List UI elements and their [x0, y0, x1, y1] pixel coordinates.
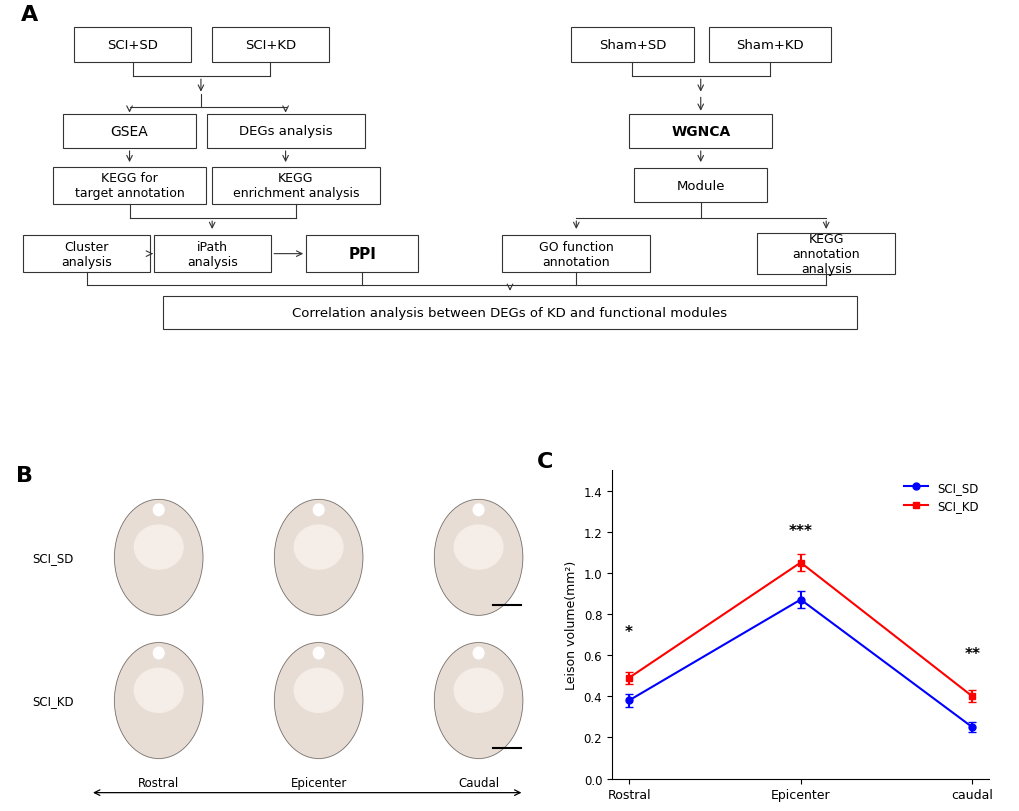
FancyBboxPatch shape: [708, 28, 830, 62]
Ellipse shape: [274, 643, 363, 758]
Ellipse shape: [473, 504, 483, 516]
Text: SCI_KD: SCI_KD: [33, 694, 73, 707]
Text: Rostral: Rostral: [138, 776, 179, 789]
FancyBboxPatch shape: [163, 297, 856, 330]
Text: SCI_SD: SCI_SD: [33, 551, 73, 564]
Ellipse shape: [114, 500, 203, 616]
Ellipse shape: [294, 526, 342, 569]
FancyBboxPatch shape: [154, 236, 271, 273]
Ellipse shape: [434, 643, 523, 758]
Text: SCI+SD: SCI+SD: [107, 39, 158, 52]
FancyBboxPatch shape: [306, 236, 418, 273]
FancyBboxPatch shape: [212, 28, 329, 62]
Text: GO function
annotation: GO function annotation: [538, 240, 613, 268]
FancyBboxPatch shape: [63, 114, 196, 148]
Ellipse shape: [453, 668, 502, 713]
Text: **: **: [963, 646, 979, 662]
Ellipse shape: [114, 643, 203, 758]
Text: Cluster
analysis: Cluster analysis: [61, 240, 112, 268]
Text: PPI: PPI: [347, 247, 376, 262]
FancyBboxPatch shape: [23, 236, 151, 273]
FancyBboxPatch shape: [206, 114, 365, 148]
Text: Epicenter: Epicenter: [290, 776, 346, 789]
Text: C: C: [536, 452, 552, 472]
Text: Module: Module: [676, 180, 725, 193]
Ellipse shape: [294, 668, 342, 713]
Ellipse shape: [135, 668, 182, 713]
Ellipse shape: [313, 504, 324, 516]
Text: Caudal: Caudal: [458, 776, 498, 789]
Ellipse shape: [434, 500, 523, 616]
Text: A: A: [20, 5, 38, 24]
Ellipse shape: [313, 647, 324, 659]
Ellipse shape: [473, 647, 483, 659]
Text: Sham+SD: Sham+SD: [598, 39, 665, 52]
Text: KEGG
enrichment analysis: KEGG enrichment analysis: [232, 172, 359, 200]
Text: SCI+KD: SCI+KD: [245, 39, 296, 52]
Ellipse shape: [153, 504, 164, 516]
FancyBboxPatch shape: [501, 236, 650, 273]
FancyBboxPatch shape: [571, 28, 693, 62]
Ellipse shape: [153, 647, 164, 659]
FancyBboxPatch shape: [53, 168, 206, 205]
Ellipse shape: [453, 526, 502, 569]
Text: Sham+KD: Sham+KD: [736, 39, 803, 52]
Ellipse shape: [135, 526, 182, 569]
Text: KEGG
annotation
analysis: KEGG annotation analysis: [792, 233, 859, 276]
Legend: SCI_SD, SCI_KD: SCI_SD, SCI_KD: [899, 476, 982, 517]
FancyBboxPatch shape: [629, 114, 771, 148]
Text: B: B: [16, 466, 33, 486]
Text: DEGs analysis: DEGs analysis: [238, 125, 332, 138]
Text: WGNCA: WGNCA: [671, 125, 730, 139]
FancyBboxPatch shape: [74, 28, 192, 62]
Y-axis label: Leison volume(mm²): Leison volume(mm²): [565, 560, 578, 689]
Text: Correlation analysis between DEGs of KD and functional modules: Correlation analysis between DEGs of KD …: [292, 307, 727, 320]
FancyBboxPatch shape: [756, 234, 895, 275]
Text: KEGG for
target annotation: KEGG for target annotation: [74, 172, 184, 200]
Text: iPath
analysis: iPath analysis: [186, 240, 237, 268]
Text: *: *: [625, 624, 633, 639]
Ellipse shape: [274, 500, 363, 616]
Text: ***: ***: [788, 523, 812, 539]
FancyBboxPatch shape: [212, 168, 379, 205]
FancyBboxPatch shape: [634, 169, 766, 204]
Text: GSEA: GSEA: [110, 125, 149, 139]
